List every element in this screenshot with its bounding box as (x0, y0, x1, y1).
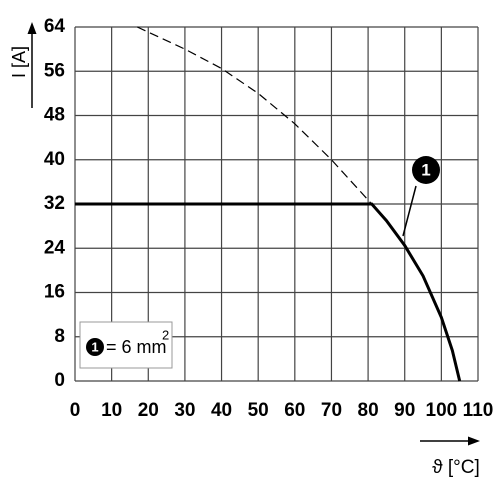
plot (75, 26, 462, 382)
y-tick-label: 40 (44, 149, 65, 170)
x-tick-label: 30 (174, 400, 195, 421)
callout-marker (412, 156, 440, 184)
legend-text: = 6 mm (106, 337, 167, 357)
y-tick-label: 32 (44, 193, 65, 214)
x-tick-label: 10 (101, 400, 122, 421)
y-tick-label: 8 (54, 326, 65, 347)
x-axis-label: ϑ [°C] (432, 457, 480, 478)
x-tick-label: 0 (70, 400, 81, 421)
x-tick-label: 40 (211, 400, 232, 421)
x-tick-label: 100 (426, 400, 458, 421)
x-tick-label: 70 (321, 400, 342, 421)
y-tick-label: 48 (44, 105, 65, 126)
callout-text: 1 (421, 160, 430, 179)
x-tick-label: 80 (358, 400, 379, 421)
x-tick-label: 50 (248, 400, 269, 421)
x-tick-label: 90 (394, 400, 415, 421)
y-axis-label: I [A] (9, 46, 29, 78)
x-tick-label: 20 (138, 400, 159, 421)
y-tick-label: 0 (54, 370, 65, 391)
y-tick-label: 56 (44, 60, 65, 81)
y-tick-label: 64 (44, 16, 66, 37)
x-tick-label: 60 (284, 400, 305, 421)
y-tick-label: 24 (44, 237, 66, 258)
y-axis-arrowhead (27, 22, 37, 34)
legend-marker (86, 338, 104, 356)
x-tick-label: 110 (463, 400, 494, 421)
callout-leader (402, 185, 417, 237)
legend-marker-text: 1 (91, 339, 98, 354)
y-tick-label: 16 (44, 282, 65, 303)
x-axis-arrowhead (468, 436, 480, 446)
legend-superscript: 2 (162, 327, 169, 342)
line (75, 202, 462, 382)
